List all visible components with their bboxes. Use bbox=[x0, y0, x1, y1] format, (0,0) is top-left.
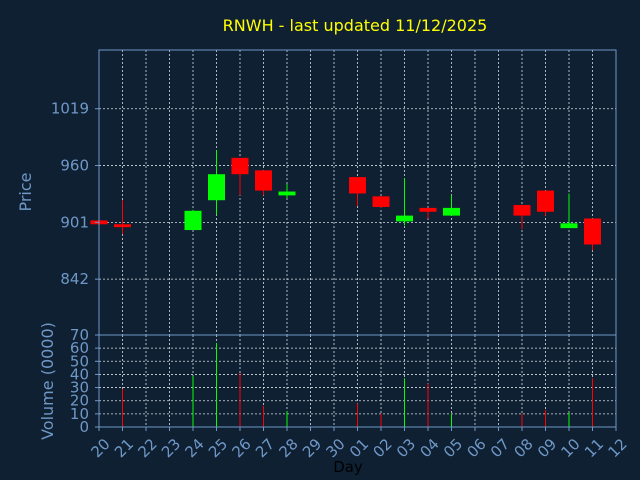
volume-tick-label: 40 bbox=[70, 365, 89, 383]
price-axis-label: Price bbox=[16, 172, 35, 211]
x-axis-label: Day bbox=[333, 458, 363, 476]
price-tick-label: 842 bbox=[60, 270, 89, 288]
price-grid bbox=[99, 50, 616, 335]
candle-body bbox=[255, 170, 272, 191]
x-tick-label: 06 bbox=[464, 435, 490, 461]
candle bbox=[396, 178, 413, 226]
candle-body bbox=[396, 215, 413, 222]
candle-body bbox=[184, 210, 202, 231]
candle bbox=[419, 207, 437, 219]
candle bbox=[208, 150, 225, 215]
volume-tick-label: 30 bbox=[70, 379, 89, 397]
volume-axis-label: Volume (0000) bbox=[38, 322, 57, 440]
x-tick-label: 07 bbox=[487, 435, 513, 461]
candle-body bbox=[372, 196, 390, 207]
candle-body bbox=[231, 157, 249, 175]
candle bbox=[443, 195, 460, 216]
x-tick-label: 11 bbox=[581, 435, 607, 461]
volume-tick-label: 50 bbox=[70, 352, 89, 370]
x-tick-label: 09 bbox=[534, 435, 560, 461]
candle bbox=[255, 170, 272, 196]
candle bbox=[537, 190, 554, 216]
chart-title: RNWH - last updated 11/12/2025 bbox=[223, 16, 488, 35]
x-tick-label: 24 bbox=[182, 435, 208, 461]
volume-tick-label: 20 bbox=[70, 392, 89, 410]
x-tick-label: 26 bbox=[229, 435, 255, 461]
volume-bars bbox=[122, 342, 593, 427]
x-tick-label: 03 bbox=[393, 435, 419, 461]
candle-body bbox=[114, 224, 131, 228]
volume-tick-label: 0 bbox=[79, 418, 89, 436]
candle-body bbox=[208, 174, 225, 201]
candle bbox=[349, 177, 366, 206]
candle-body bbox=[560, 223, 578, 229]
candle bbox=[584, 218, 601, 251]
price-tick-label: 901 bbox=[60, 213, 89, 231]
price-tick-label: 1019 bbox=[51, 100, 89, 118]
x-tick-label: 29 bbox=[299, 435, 325, 461]
candle bbox=[231, 157, 249, 196]
x-tick-label: 21 bbox=[111, 435, 137, 461]
candle bbox=[184, 209, 202, 231]
x-tick-label: 27 bbox=[252, 435, 278, 461]
x-tick-label: 02 bbox=[370, 435, 396, 461]
x-tick-label: 28 bbox=[276, 435, 302, 461]
x-tick-label: 22 bbox=[135, 435, 161, 461]
x-tick-label: 04 bbox=[417, 435, 443, 461]
candle bbox=[114, 200, 131, 234]
candle-body bbox=[278, 191, 296, 196]
x-tick-label: 10 bbox=[558, 435, 584, 461]
volume-tick-label: 60 bbox=[70, 339, 89, 357]
candle-body bbox=[443, 207, 460, 216]
candle bbox=[372, 196, 390, 208]
candle-body bbox=[537, 190, 554, 212]
x-tick-label: 12 bbox=[605, 435, 631, 461]
candle-body bbox=[419, 207, 437, 212]
candle-body bbox=[584, 218, 601, 245]
volume-tick-label: 70 bbox=[70, 326, 89, 344]
x-tick-label: 08 bbox=[511, 435, 537, 461]
x-tick-label: 25 bbox=[205, 435, 231, 461]
x-tick-label: 05 bbox=[440, 435, 466, 461]
x-tick-label: 23 bbox=[158, 435, 184, 461]
price-tick-label: 960 bbox=[60, 157, 89, 175]
candles bbox=[90, 150, 601, 251]
candle-body bbox=[513, 205, 531, 216]
price-y-ticks: 842 901 960 1019 bbox=[51, 100, 99, 288]
candle bbox=[278, 183, 296, 199]
candle-body bbox=[349, 177, 366, 194]
candle bbox=[513, 205, 531, 230]
x-tick-label: 20 bbox=[88, 435, 114, 461]
x-ticks: 2021222324252627282930010203040506070809… bbox=[88, 427, 631, 461]
volume-tick-label: 10 bbox=[70, 405, 89, 423]
candle bbox=[560, 193, 578, 229]
